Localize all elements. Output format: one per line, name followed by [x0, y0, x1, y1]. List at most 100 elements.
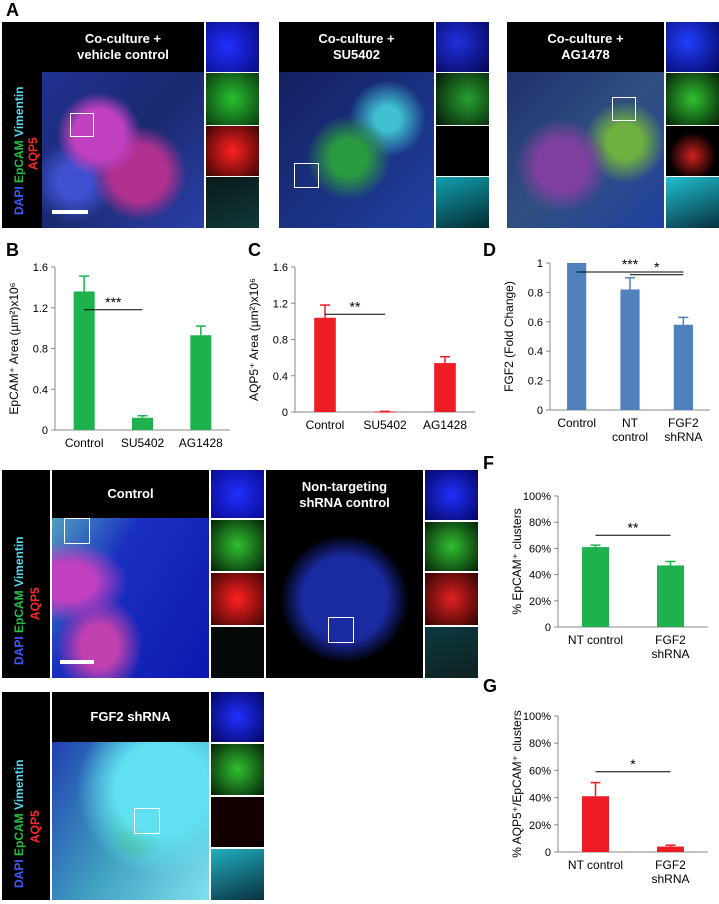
- inset-dapi-e2: [425, 470, 478, 520]
- significance-label: **: [350, 298, 361, 314]
- bar: [73, 291, 95, 430]
- y-axis-label: FGF2 (Fold Change): [502, 281, 516, 392]
- y-tick-label: 1: [537, 258, 543, 270]
- y-tick-label: 0: [42, 425, 48, 437]
- x-tick-label: SU5402: [121, 436, 165, 450]
- y-tick-label: 0: [282, 407, 288, 419]
- inset-epcam-a2: [436, 73, 489, 125]
- x-tick-label: SU5402: [363, 418, 407, 432]
- inset-epcam-e3: [211, 744, 264, 795]
- micrograph-e-fgf2: [52, 742, 209, 900]
- inset-vimentin-a3: [666, 177, 719, 228]
- x-tick-label: AG1428: [423, 418, 467, 432]
- y-tick-label: 0.4: [33, 384, 48, 396]
- epcam-label: EpCAM: [12, 140, 26, 183]
- y-tick-label: 0: [545, 847, 551, 859]
- zoom-box-e2: [328, 617, 354, 643]
- x-tick-label: FGF2 shRNA: [664, 416, 702, 444]
- inset-epcam-a1: [206, 73, 259, 125]
- stain-legend-sidebar-a: [2, 22, 42, 228]
- stain-legend-e3-aqp5: AQP5: [28, 810, 42, 843]
- inset-aqp5-e1: [211, 573, 264, 625]
- bar: [567, 263, 587, 410]
- inset-vimentin-e1: [211, 627, 264, 678]
- y-tick-label: 100%: [523, 491, 551, 503]
- vimentin-label-e3: Vimentin: [12, 759, 26, 810]
- y-tick-label: 20%: [529, 820, 551, 832]
- y-tick-label: 0.8: [33, 344, 48, 356]
- inset-dapi-e1: [211, 470, 264, 518]
- aqp5-label-e3: AQP5: [28, 810, 42, 843]
- inset-vimentin-a2: [436, 177, 489, 228]
- micrograph-e-control: [52, 518, 209, 678]
- chart-d: 0 0.2 0.4 0.6 0.8 1 FGF2 (Fold Change) Control N…: [502, 256, 710, 444]
- zoom-box-e1: [64, 518, 90, 544]
- y-tick-label: 0.4: [528, 346, 543, 358]
- inset-dapi-a2: [436, 22, 489, 72]
- x-tick-label: Control: [306, 418, 345, 432]
- stain-legend-a: DAPI EpCAM Vimentin: [12, 87, 26, 216]
- y-tick-label: 80%: [529, 517, 551, 529]
- bar: [582, 547, 609, 627]
- panel-label-d: D: [483, 240, 496, 260]
- aqp5-label-e1: AQP5: [28, 587, 42, 620]
- inset-aqp5-a1: [206, 126, 259, 176]
- bar: [314, 317, 336, 412]
- panel-label-c: C: [248, 240, 261, 260]
- y-axis-label: EpCAM⁺ Area (µm²)x10⁶: [7, 282, 21, 414]
- vimentin-label: Vimentin: [12, 86, 26, 137]
- chart-b: 0 0.4 0.8 1.2 1.6 EpCAM⁺ Area (µm²)x10⁶ Contro…: [7, 262, 230, 450]
- chart-c: 0 0.4 0.8 1.2 1.6 AQP5⁺ Area (µm²)x10⁶ Control…: [247, 262, 475, 432]
- stain-legend-e1: DAPI EpCAM Vimentin: [12, 537, 26, 666]
- title-e-control: Control: [52, 470, 209, 518]
- epcam-label-e3: EpCAM: [12, 813, 26, 856]
- bar: [582, 796, 609, 852]
- aqp5-label: AQP5: [26, 137, 40, 170]
- chart-f: 0 20% 40% 60% 80% 100% % EpCAM⁺ clusters NT con…: [510, 491, 708, 661]
- significance-label: **: [628, 519, 639, 535]
- x-tick-label: FGF2 shRNA: [651, 633, 689, 661]
- y-tick-label: 1.2: [33, 303, 48, 315]
- y-axis-label: % EpCAM⁺ clusters: [510, 508, 524, 614]
- y-tick-label: 1.6: [33, 262, 48, 274]
- micrograph-su5402: [279, 72, 434, 228]
- y-tick-label: 1.2: [273, 298, 288, 310]
- inset-vimentin-e3: [211, 849, 264, 900]
- y-tick-label: 0.6: [528, 317, 543, 329]
- inset-dapi-a1: [206, 22, 259, 72]
- y-tick-label: 0: [545, 622, 551, 634]
- title-vehicle-control: Co-culture + vehicle control: [42, 22, 204, 72]
- panel-label-b: B: [6, 240, 19, 260]
- dapi-label-e3: DAPI: [12, 859, 26, 888]
- significance-label: *: [630, 756, 636, 772]
- x-tick-label: Control: [65, 436, 104, 450]
- title-e-nt-control: Non-targeting shRNA control: [266, 470, 423, 520]
- bar: [657, 565, 684, 627]
- x-tick-label: FGF2 shRNA: [651, 858, 689, 886]
- significance-label: ***: [622, 256, 639, 272]
- inset-aqp5-a2: [436, 126, 489, 176]
- bar: [673, 324, 693, 410]
- bar: [190, 335, 212, 430]
- inset-epcam-a3: [666, 73, 719, 125]
- vimentin-label-e1: Vimentin: [12, 536, 26, 587]
- stain-legend-sidebar-e1: [2, 470, 50, 678]
- y-tick-label: 0.8: [273, 335, 288, 347]
- y-tick-label: 0.2: [528, 376, 543, 388]
- micrograph-ag1478: [507, 72, 664, 228]
- significance-label: ***: [105, 294, 122, 310]
- stain-legend-e3: DAPI EpCAM Vimentin: [12, 760, 26, 889]
- scale-bar-e: [60, 660, 94, 664]
- x-tick-label: AG1428: [179, 436, 223, 450]
- significance-label: *: [654, 259, 660, 275]
- y-tick-label: 100%: [523, 711, 551, 723]
- zoom-box-a3: [612, 97, 636, 121]
- inset-aqp5-e2: [425, 573, 478, 625]
- micrograph-vehicle-control: [42, 72, 204, 228]
- panel-label-f: F: [483, 453, 494, 473]
- y-tick-label: 60%: [529, 543, 551, 555]
- x-tick-label: NT control: [612, 416, 648, 444]
- y-tick-label: 1.6: [273, 262, 288, 274]
- y-tick-label: 20%: [529, 596, 551, 608]
- stain-legend-sidebar-e3: [2, 692, 50, 900]
